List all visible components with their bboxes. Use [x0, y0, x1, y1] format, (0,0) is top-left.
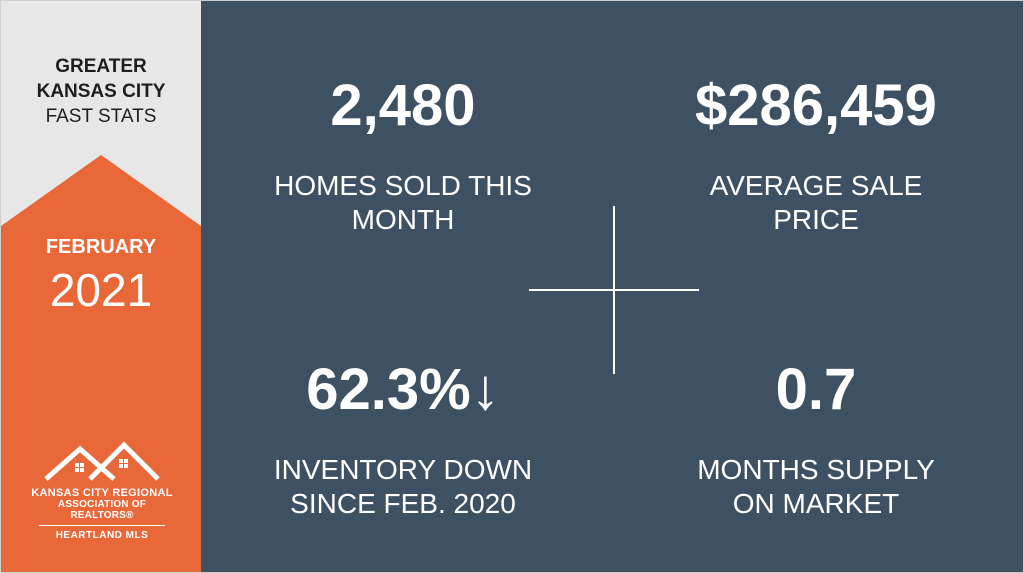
logo-line-3: HEARTLAND MLS — [55, 530, 149, 541]
title-line-fast-stats: FAST STATS — [45, 106, 157, 127]
stat-label-line2: MONTH — [351, 204, 455, 235]
stat-value: $286,459 — [695, 73, 937, 138]
cross-divider-vertical — [613, 206, 615, 374]
report-month: FEBRUARY — [45, 236, 157, 258]
title-line-greater: GREATER — [55, 56, 147, 77]
stat-label-line2: ON MARKET — [732, 488, 900, 519]
stat-homes-sold: 2,480 HOMES SOLD THIS MONTH — [223, 73, 583, 237]
stat-label-line1: AVERAGE SALE — [709, 170, 923, 201]
logo-line-1: KANSAS CITY REGIONAL — [31, 487, 173, 499]
stat-label-line2: SINCE FEB. 2020 — [290, 488, 516, 519]
kc-realtors-logo: KANSAS CITY REGIONAL ASSOCIATION OF REAL… — [29, 441, 175, 541]
sidebar-title: GREATER KANSAS CITY FAST STATS — [1, 54, 201, 129]
stat-label-line2: PRICE — [773, 204, 859, 235]
orange-arrow-banner — [1, 155, 201, 572]
stat-value: 0.7 — [775, 357, 857, 422]
stat-average-price: $286,459 AVERAGE SALE PRICE — [636, 73, 996, 237]
stat-label-line1: INVENTORY DOWN — [273, 454, 533, 485]
stat-months-supply: 0.7 MONTHS SUPPLY ON MARKET — [636, 357, 996, 521]
stat-inventory: 62.3%↓ INVENTORY DOWN SINCE FEB. 2020 — [223, 357, 583, 521]
stat-label-line1: MONTHS SUPPLY — [697, 454, 935, 485]
house-roofs-icon — [44, 441, 160, 481]
report-year: 2021 — [49, 264, 153, 316]
stat-value: 62.3%↓ — [306, 357, 500, 422]
stats-panel: 2,480 HOMES SOLD THIS MONTH $286,459 AVE… — [201, 1, 1023, 572]
title-line-kansas-city: KANSAS CITY — [36, 81, 166, 102]
logo-divider — [39, 525, 165, 526]
stat-value: 2,480 — [330, 73, 476, 138]
stat-label-line1: HOMES SOLD THIS — [274, 170, 532, 201]
sidebar: GREATER KANSAS CITY FAST STATS FEBRUARY … — [1, 1, 201, 572]
logo-line-2: ASSOCIATION OF REALTORS® — [57, 499, 147, 521]
